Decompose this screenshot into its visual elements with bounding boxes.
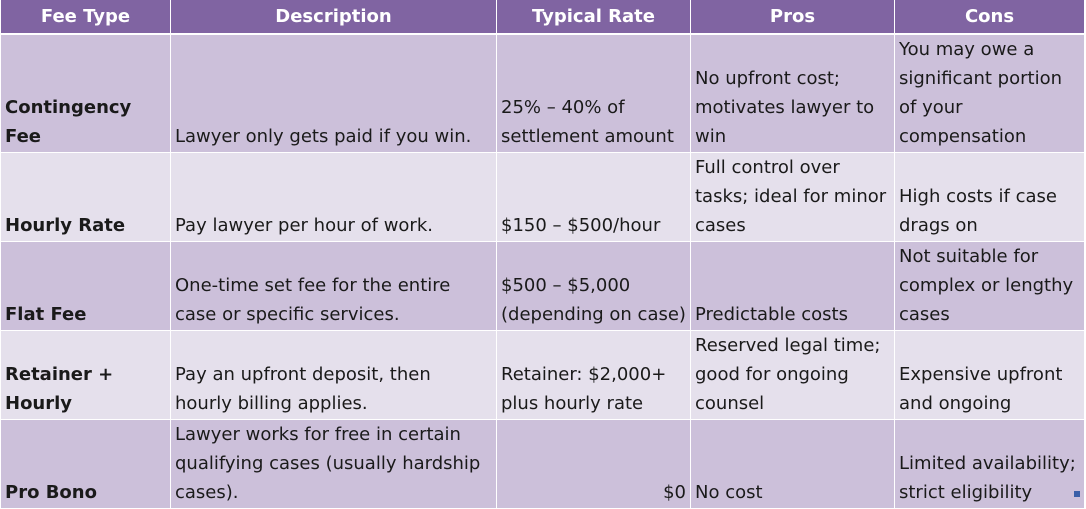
table-row: Flat Fee One-time set fee for the entire…	[0, 241, 1085, 331]
header-cell-typical-rate[interactable]: Typical Rate	[496, 0, 691, 35]
pros-cell[interactable]: No upfront cost; motivates lawyer to win	[690, 33, 895, 153]
header-cell-pros[interactable]: Pros	[690, 0, 895, 35]
typical-rate-cell[interactable]: $500 – $5,000 (depending on case)	[496, 241, 691, 331]
typical-rate-cell[interactable]: $150 – $500/hour	[496, 152, 691, 242]
cons-cell[interactable]: Limited availability; strict eligibility	[894, 419, 1085, 509]
fee-type-cell[interactable]: Pro Bono	[0, 419, 171, 509]
cons-cell[interactable]: You may owe a significant portion of you…	[894, 33, 1085, 153]
typical-rate-cell[interactable]: $0	[496, 419, 691, 509]
header-cell-cons[interactable]: Cons	[894, 0, 1085, 35]
header-cell-description[interactable]: Description	[170, 0, 497, 35]
cons-cell[interactable]: High costs if case drags on	[894, 152, 1085, 242]
fee-type-cell[interactable]: Flat Fee	[0, 241, 171, 331]
table-row: Hourly Rate Pay lawyer per hour of work.…	[0, 152, 1085, 242]
fee-type-cell[interactable]: Retainer + Hourly	[0, 330, 171, 420]
description-cell[interactable]: Pay an upfront deposit, then hourly bill…	[170, 330, 497, 420]
fill-handle[interactable]	[1074, 491, 1080, 497]
typical-rate-cell[interactable]: Retainer: $2,000+ plus hourly rate	[496, 330, 691, 420]
pros-cell[interactable]: Predictable costs	[690, 241, 895, 331]
typical-rate-cell[interactable]: 25% – 40% of settlement amount	[496, 33, 691, 153]
pros-cell[interactable]: No cost	[690, 419, 895, 509]
header-cell-fee-type[interactable]: Fee Type	[0, 0, 171, 35]
description-cell[interactable]: One-time set fee for the entire case or …	[170, 241, 497, 331]
fee-type-cell[interactable]: Hourly Rate	[0, 152, 171, 242]
table-row: Pro Bono Lawyer works for free in certai…	[0, 419, 1085, 509]
pros-cell[interactable]: Reserved legal time; good for ongoing co…	[690, 330, 895, 420]
description-cell[interactable]: Lawyer only gets paid if you win.	[170, 33, 497, 153]
table-row: Retainer + Hourly Pay an upfront deposit…	[0, 330, 1085, 420]
header-row: Fee Type Description Typical Rate Pros C…	[0, 0, 1085, 35]
fee-type-cell[interactable]: Contingency Fee	[0, 33, 171, 153]
description-cell[interactable]: Lawyer works for free in certain qualify…	[170, 419, 497, 509]
description-cell[interactable]: Pay lawyer per hour of work.	[170, 152, 497, 242]
table-row: Contingency Fee Lawyer only gets paid if…	[0, 33, 1085, 153]
cons-cell[interactable]: Expensive upfront and ongoing	[894, 330, 1085, 420]
cons-cell[interactable]: Not suitable for complex or lengthy case…	[894, 241, 1085, 331]
pros-cell[interactable]: Full control over tasks; ideal for minor…	[690, 152, 895, 242]
